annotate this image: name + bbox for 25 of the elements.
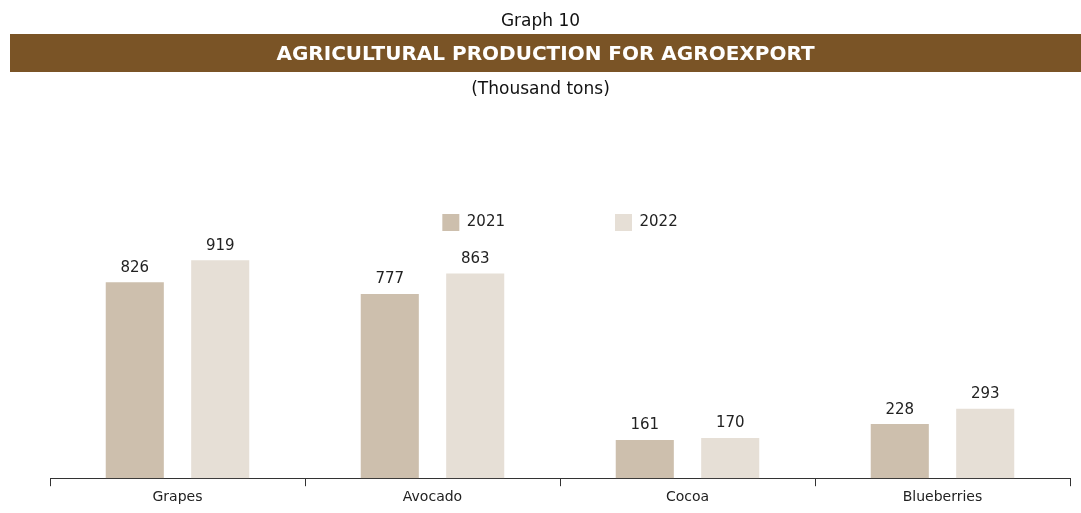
x-tick-label: Cocoa (665, 488, 710, 505)
data-label: 863 (460, 248, 490, 267)
x-tick-label: Blueberries (902, 488, 983, 505)
data-label: 826 (120, 257, 150, 276)
data-label: 919 (205, 235, 235, 254)
bar (360, 293, 419, 479)
x-tick-label: Avocado (402, 488, 463, 505)
bar (446, 273, 505, 479)
data-label: 777 (375, 269, 405, 288)
bar (701, 437, 760, 479)
data-label: 161 (630, 415, 660, 434)
legend-label: 2021 (466, 212, 506, 231)
data-label: 228 (885, 399, 915, 418)
caption: Graph 10 (499, 9, 582, 32)
legend-label: 2022 (639, 212, 678, 231)
bar (870, 424, 929, 479)
data-label: 293 (970, 384, 1000, 403)
bar (956, 408, 1015, 479)
bar (105, 282, 164, 479)
data-label: 170 (715, 413, 745, 432)
x-tick-label: Grapes (152, 488, 203, 505)
chart-title: AGRICULTURAL PRODUCTION FOR AGROEXPORT (10, 34, 1081, 72)
bar (191, 260, 250, 479)
chart-subtitle: (Thousand tons) (470, 77, 611, 100)
bar (615, 440, 674, 479)
